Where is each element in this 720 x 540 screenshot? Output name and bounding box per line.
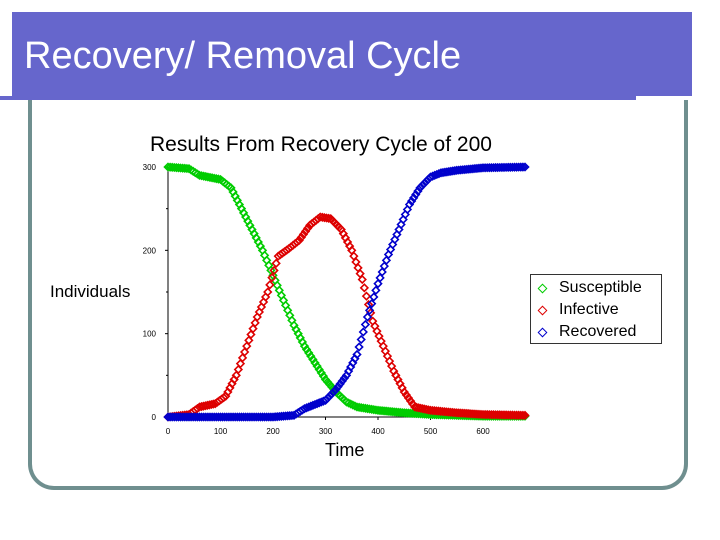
- data-point-infective: [361, 291, 372, 301]
- data-point-recovered: [409, 193, 419, 203]
- data-point-infective: [359, 283, 370, 293]
- data-point-susceptible: [314, 364, 324, 375]
- legend-item-infective: Infective: [537, 299, 619, 321]
- x-tick-label: 600: [476, 427, 490, 436]
- x-tick-label: 500: [424, 427, 438, 436]
- data-point-recovered: [404, 199, 415, 210]
- slide-title: Recovery/ Removal Cycle: [24, 35, 462, 77]
- data-point-recovered: [356, 334, 366, 345]
- data-point-recovered: [337, 376, 347, 386]
- data-point-infective: [518, 410, 528, 420]
- y-tick-label: 300: [143, 163, 157, 172]
- data-point-recovered: [352, 349, 362, 360]
- data-point-susceptible: [312, 361, 322, 371]
- data-point-susceptible: [316, 368, 326, 378]
- legend-marker-recovered: [537, 327, 548, 337]
- data-point-recovered: [367, 298, 377, 309]
- legend-marker-infective: [537, 305, 548, 315]
- data-point-infective: [298, 229, 309, 240]
- data-point-recovered: [411, 189, 421, 200]
- data-point-infective: [403, 393, 414, 403]
- data-point-infective: [401, 390, 412, 400]
- x-tick-label: 300: [319, 427, 333, 436]
- data-point-susceptible: [304, 348, 314, 358]
- data-point-recovered: [518, 162, 528, 172]
- legend-label-susceptible: Susceptible: [559, 279, 642, 296]
- data-point-recovered: [354, 342, 364, 352]
- data-point-infective: [271, 258, 281, 269]
- data-point-recovered: [364, 305, 375, 316]
- data-point-susceptible: [301, 344, 312, 355]
- data-point-infective: [263, 287, 273, 297]
- data-point-infective: [294, 235, 304, 246]
- x-tick-label: 200: [266, 427, 280, 436]
- y-axis-label: Individuals: [50, 282, 131, 301]
- data-point-recovered: [331, 384, 341, 395]
- y-tick-label: 0: [152, 413, 157, 422]
- data-point-recovered: [358, 327, 368, 337]
- data-point-infective: [267, 272, 277, 283]
- x-tick-label: 0: [166, 427, 171, 436]
- data-point-recovered: [406, 196, 417, 206]
- title-underline: [0, 96, 636, 100]
- data-point-infective: [265, 280, 275, 290]
- data-point-infective: [399, 387, 409, 397]
- x-tick-label: 100: [214, 427, 228, 436]
- data-point-recovered: [333, 381, 343, 392]
- data-point-recovered: [520, 162, 530, 172]
- legend-label-infective: Infective: [559, 301, 619, 318]
- data-point-infective: [405, 396, 416, 406]
- y-tick-label: 200: [143, 246, 157, 255]
- data-point-recovered: [360, 319, 371, 330]
- data-point-susceptible: [310, 358, 320, 368]
- legend-item-susceptible: Susceptible: [537, 277, 642, 299]
- y-tick-label: 100: [143, 330, 157, 339]
- data-point-susceptible: [308, 354, 318, 365]
- legend-label-recovered: Recovered: [559, 323, 637, 340]
- x-tick-label: 400: [371, 427, 385, 436]
- data-point-susceptible: [299, 341, 310, 351]
- x-axis-label: Time: [325, 440, 365, 460]
- data-point-susceptible: [318, 371, 329, 381]
- legend-item-recovered: Recovered: [537, 321, 637, 343]
- legend: Susceptible Infective Recovered: [530, 274, 662, 344]
- chart-title: Results From Recovery Cycle of 200: [150, 133, 492, 156]
- data-point-infective: [520, 410, 530, 421]
- data-point-infective: [300, 226, 311, 237]
- data-point-infective: [302, 223, 313, 234]
- data-point-recovered: [335, 379, 345, 389]
- data-point-recovered: [362, 312, 373, 322]
- legend-marker-susceptible: [537, 283, 548, 293]
- content-frame: [28, 100, 688, 490]
- data-point-recovered: [413, 186, 423, 196]
- data-point-infective: [296, 232, 307, 243]
- data-point-susceptible: [306, 351, 316, 361]
- data-point-recovered: [339, 373, 350, 383]
- data-point-recovered: [371, 285, 381, 296]
- data-point-infective: [357, 274, 367, 285]
- title-bar: [12, 12, 692, 96]
- data-point-infective: [269, 265, 279, 276]
- data-point-recovered: [369, 292, 379, 302]
